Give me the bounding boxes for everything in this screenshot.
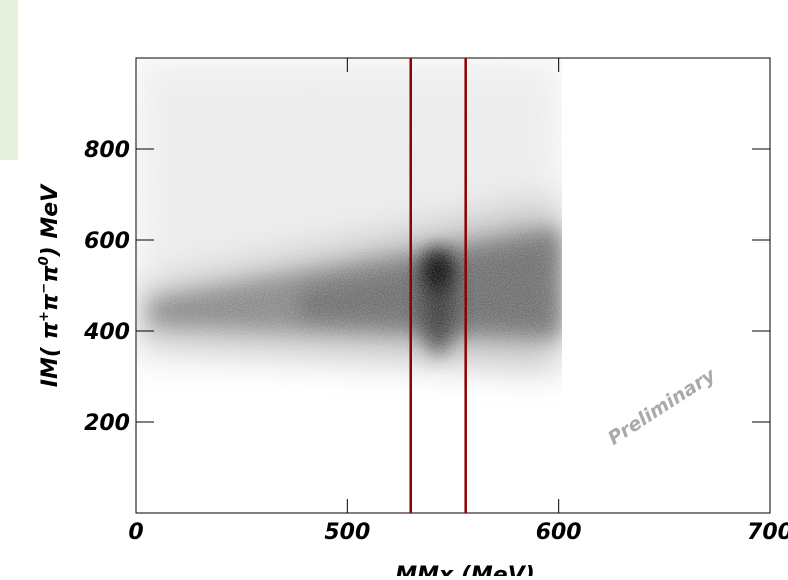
x-tick-label: 500 (324, 520, 370, 545)
y-tick-label: 200 (84, 411, 130, 436)
side-panel (0, 0, 18, 160)
y-tick-label: 400 (83, 320, 130, 345)
plot-frame (135, 57, 771, 514)
y-tick-label: 600 (84, 229, 130, 254)
y-label-part: π (38, 265, 63, 283)
y-label-part: ) MeV (38, 183, 63, 258)
x-tick-label: 700 (747, 520, 788, 545)
x-axis-label: MMx (MeV) (395, 563, 535, 576)
y-label-sup: − (37, 283, 52, 294)
y-label-part: π (38, 293, 63, 311)
y-axis-label: IM( π+π−π0) MeV (37, 183, 63, 387)
y-label-sup: + (37, 311, 52, 322)
y-tick-label: 800 (84, 138, 130, 163)
x-tick-label: 0 (128, 520, 143, 545)
y-label-sup: 0 (37, 256, 52, 265)
watermark: Preliminary (604, 363, 721, 449)
x-tick-label: 600 (536, 520, 582, 545)
y-label-part: IM( π (38, 321, 63, 387)
density (137, 59, 562, 512)
